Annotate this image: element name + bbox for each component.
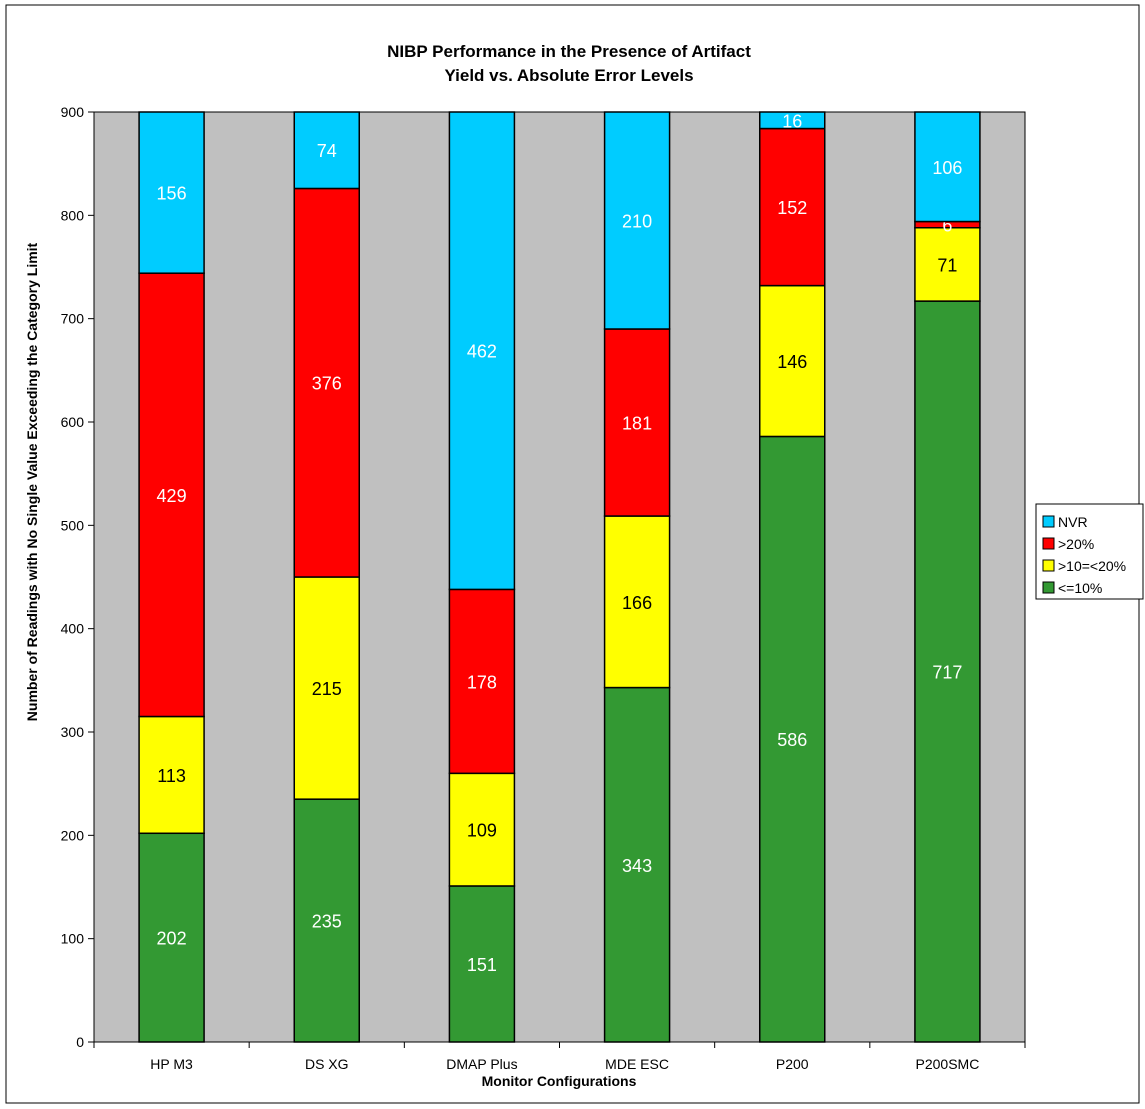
y-tick-label: 100 bbox=[61, 931, 85, 947]
x-tick-label: HP M3 bbox=[150, 1056, 193, 1072]
bar-segment bbox=[293, 187, 360, 578]
data-label: 166 bbox=[622, 593, 652, 613]
legend-label: >10=<20% bbox=[1058, 558, 1126, 574]
bar-segment bbox=[448, 111, 516, 591]
bar-segment bbox=[138, 272, 205, 718]
bar-segment bbox=[914, 111, 981, 223]
y-tick-label: 300 bbox=[61, 724, 85, 740]
data-label: 586 bbox=[777, 730, 807, 750]
data-label: 202 bbox=[157, 929, 187, 949]
data-label: 215 bbox=[312, 679, 342, 699]
bar-segment bbox=[448, 588, 516, 775]
data-label: 156 bbox=[157, 184, 187, 204]
bar-segment bbox=[138, 715, 205, 835]
x-tick-label: DS XG bbox=[305, 1056, 349, 1072]
bar-segment bbox=[603, 686, 671, 1043]
legend-swatch bbox=[1042, 581, 1055, 594]
data-label: 16 bbox=[782, 111, 802, 131]
x-tick-label: MDE ESC bbox=[605, 1056, 669, 1072]
legend-label: <=10% bbox=[1058, 580, 1102, 596]
data-label: 109 bbox=[467, 821, 497, 841]
y-tick-label: 500 bbox=[61, 517, 85, 533]
data-label: 717 bbox=[932, 663, 962, 683]
y-tick-label: 200 bbox=[61, 827, 85, 843]
y-axis-label: Number of Readings with No Single Value … bbox=[24, 242, 40, 721]
data-label: 151 bbox=[467, 955, 497, 975]
data-label: 235 bbox=[312, 912, 342, 932]
legend-swatch bbox=[1042, 537, 1055, 550]
y-tick-label: 400 bbox=[61, 621, 85, 637]
data-label: 376 bbox=[312, 374, 342, 394]
data-label: 113 bbox=[157, 766, 186, 786]
y-tick-label: 700 bbox=[61, 311, 85, 327]
chart-subtitle: Yield vs. Absolute Error Levels bbox=[444, 66, 693, 85]
y-tick-label: 900 bbox=[61, 104, 85, 120]
bar-segment bbox=[293, 111, 360, 190]
x-tick-label: P200SMC bbox=[916, 1056, 980, 1072]
y-tick-label: 600 bbox=[61, 414, 85, 430]
bar-segment bbox=[448, 885, 516, 1043]
data-label: 181 bbox=[622, 414, 652, 434]
data-label: 6 bbox=[942, 216, 952, 236]
bar-segment bbox=[138, 832, 205, 1043]
plot-background bbox=[93, 111, 1026, 1043]
data-label: 146 bbox=[777, 352, 807, 372]
data-label: 71 bbox=[937, 255, 957, 275]
bar-segment bbox=[603, 328, 671, 517]
data-label: 343 bbox=[622, 856, 652, 876]
legend-label: NVR bbox=[1058, 514, 1088, 530]
y-tick-label: 800 bbox=[61, 207, 85, 223]
chart-title: NIBP Performance in the Presence of Arti… bbox=[387, 42, 751, 61]
legend: NVR >20% >10=<20% <=10% bbox=[1035, 503, 1144, 600]
data-label: 152 bbox=[777, 198, 807, 218]
bar-segment bbox=[914, 300, 981, 1043]
legend-swatch bbox=[1042, 515, 1055, 528]
data-label: 462 bbox=[467, 342, 497, 362]
data-label: 429 bbox=[157, 486, 187, 506]
bar-segment bbox=[914, 226, 981, 302]
y-tick-label: 0 bbox=[76, 1034, 84, 1050]
x-tick-label: DMAP Plus bbox=[446, 1056, 517, 1072]
bar-segment bbox=[759, 284, 826, 438]
data-label: 106 bbox=[932, 158, 962, 178]
legend-label: >20% bbox=[1058, 536, 1094, 552]
bar-segment bbox=[603, 111, 671, 330]
x-tick-label: P200 bbox=[776, 1056, 809, 1072]
data-label: 74 bbox=[317, 141, 337, 161]
plot-area: 0 100 200 300 400 500 600 700 800 900 202 113 429 156… bbox=[61, 104, 1026, 1072]
legend-swatch bbox=[1042, 559, 1055, 572]
bar-segment bbox=[603, 515, 671, 689]
bar-segment bbox=[759, 435, 826, 1043]
data-label: 178 bbox=[467, 672, 497, 692]
bar-segment bbox=[759, 111, 826, 130]
data-label: 210 bbox=[622, 212, 652, 232]
x-axis-label: Monitor Configurations bbox=[482, 1073, 637, 1089]
bar-segment bbox=[138, 111, 205, 274]
bar-segment bbox=[293, 798, 360, 1043]
